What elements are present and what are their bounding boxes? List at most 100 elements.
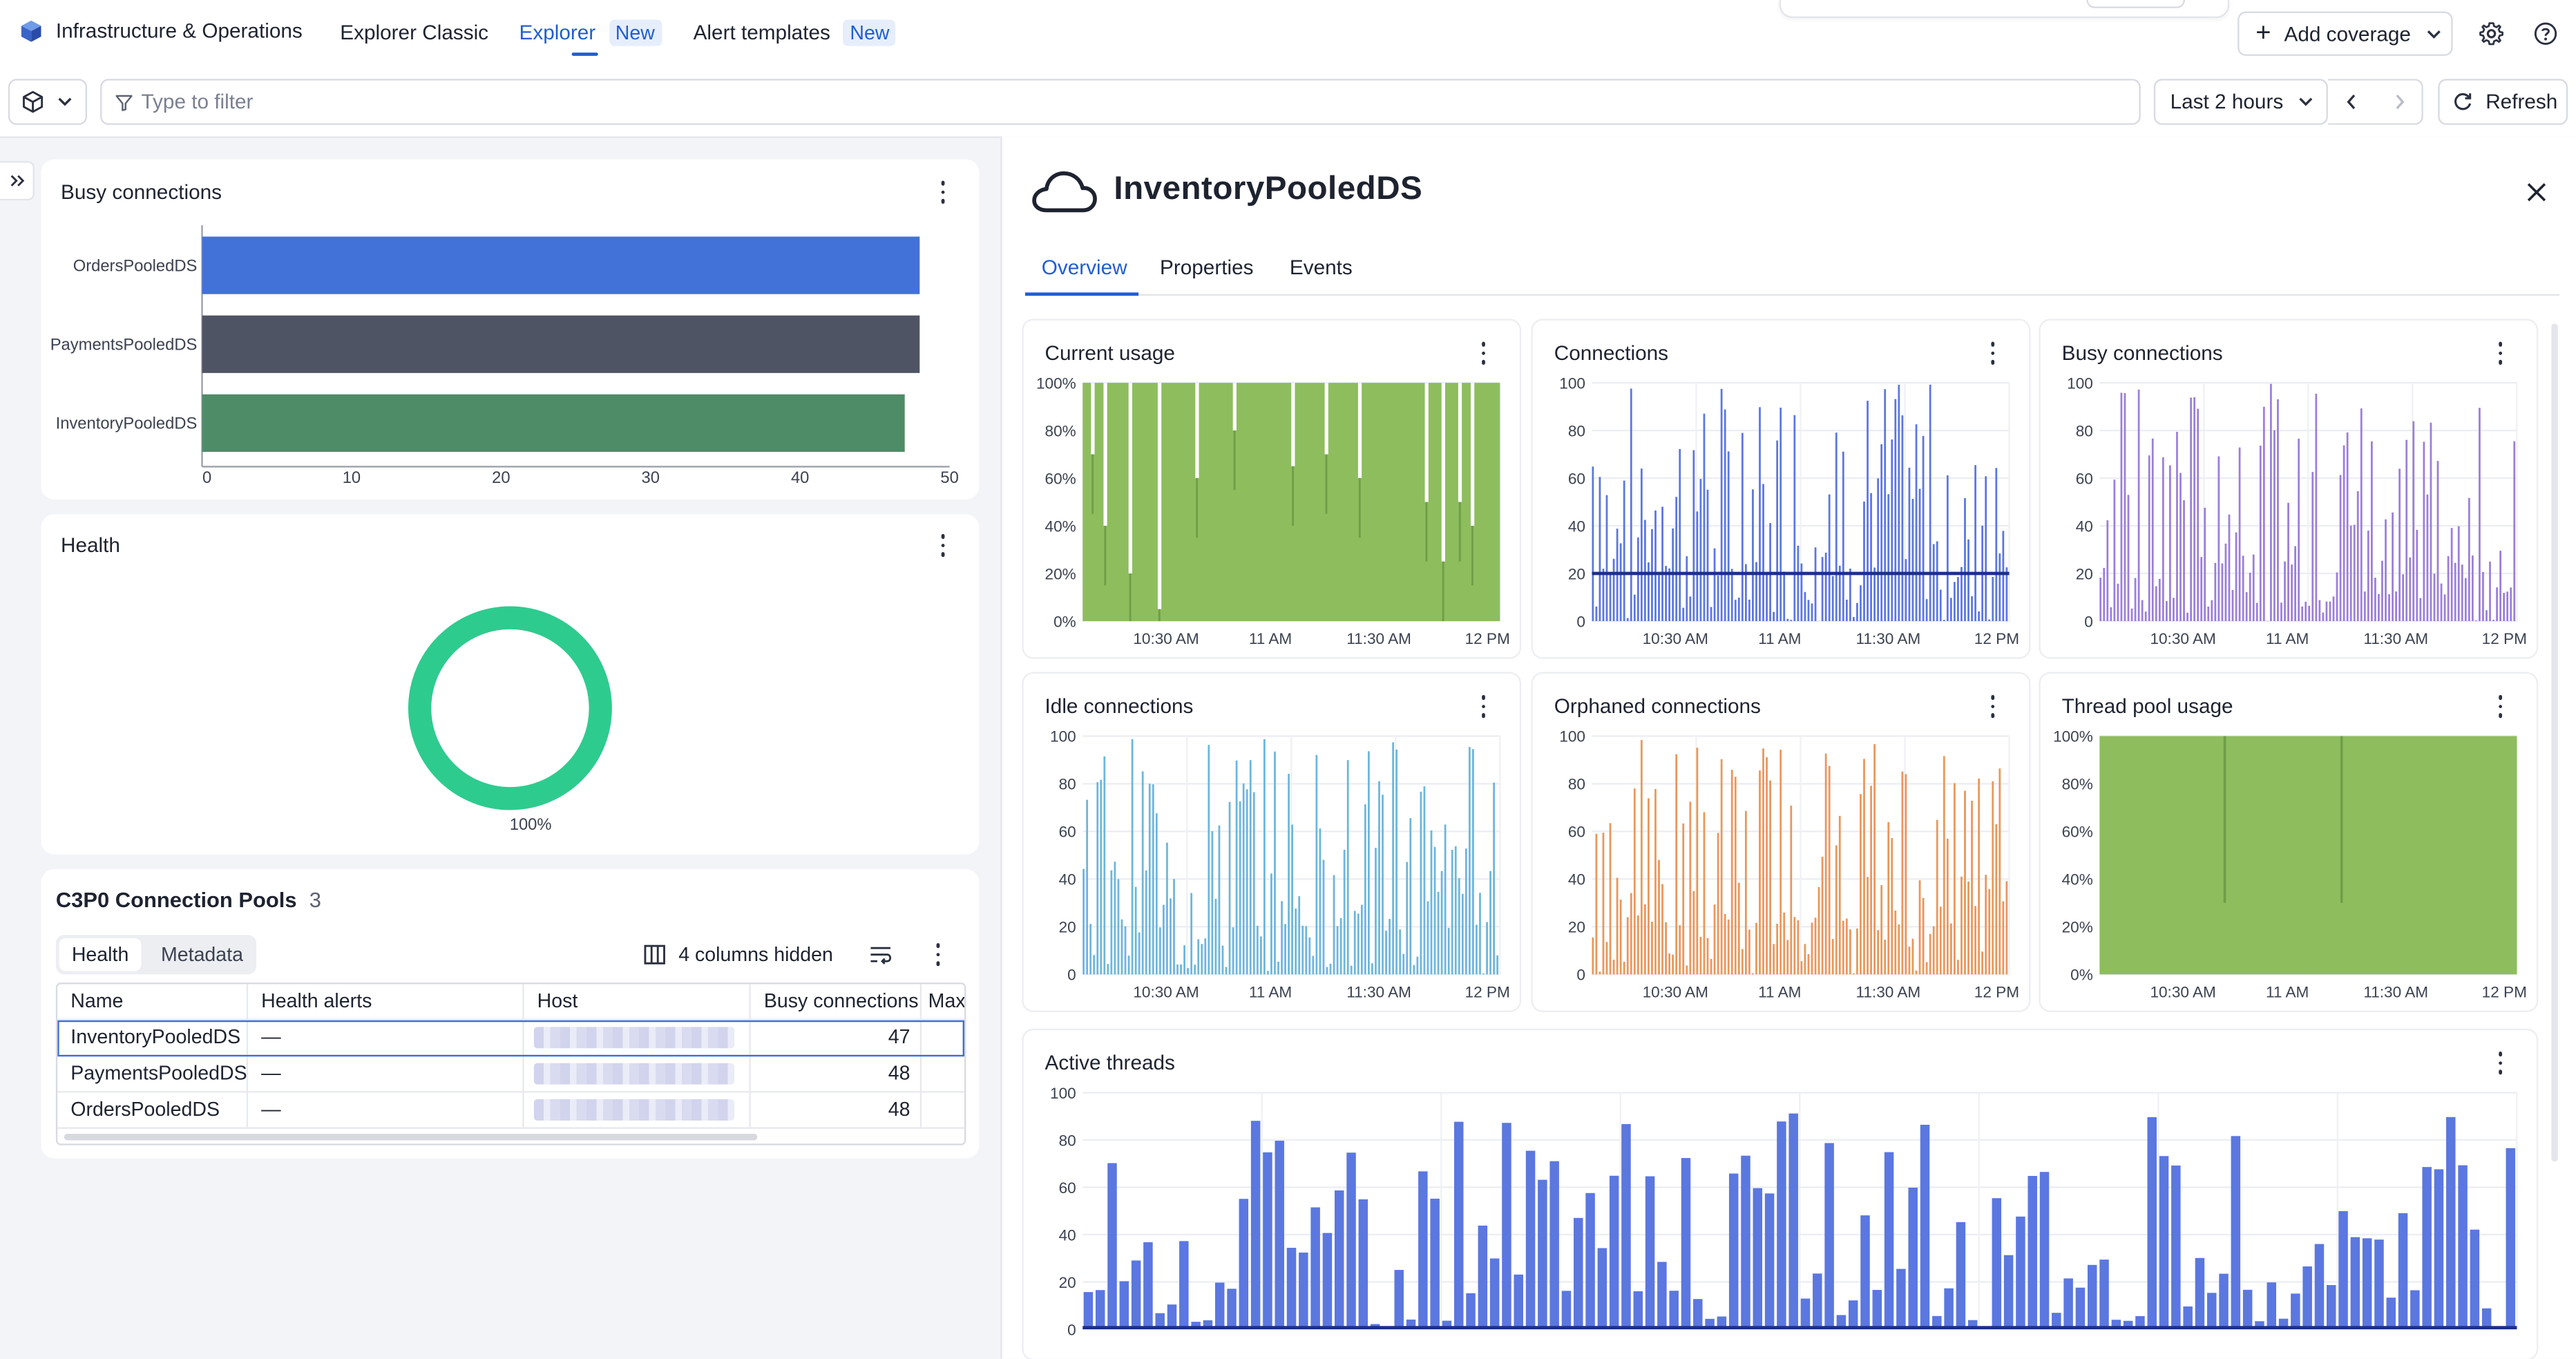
floating-panel-button[interactable] (2086, 0, 2185, 8)
table-header-row: Name Health alerts Host Busy connections… (57, 985, 964, 1020)
tab-properties[interactable]: Properties (1160, 256, 1254, 279)
help-icon[interactable] (2532, 20, 2558, 46)
bar-InventoryPooledDS[interactable] (202, 395, 905, 452)
usage-bar (1448, 928, 1450, 974)
columns-hidden-button[interactable]: 4 columns hidden (644, 943, 833, 966)
usage-bar (1748, 600, 1750, 621)
usage-bar (2214, 563, 2216, 621)
table-row[interactable]: PaymentsPooledDS — 48 (57, 1056, 964, 1092)
kebab-menu-icon[interactable] (928, 943, 948, 966)
wrap-text-icon[interactable] (869, 944, 892, 964)
add-coverage-button[interactable]: + Add coverage (2238, 12, 2453, 56)
usage-bar (1606, 495, 1608, 621)
tab-health[interactable]: Health (59, 938, 142, 971)
usage-bar (1776, 924, 1778, 974)
usage-bar (1759, 770, 1761, 974)
usage-bar (1700, 479, 1702, 621)
usage-bar (2229, 515, 2231, 621)
chevron-left-icon[interactable] (2346, 94, 2358, 111)
usage-bar (1596, 607, 1598, 621)
usage-bar (2246, 592, 2248, 621)
column-header-max[interactable]: Max (922, 985, 964, 1019)
app-name: Infrastructure & Operations (56, 20, 303, 43)
usage-bar (2193, 397, 2195, 621)
tab-metadata[interactable]: Metadata (151, 938, 253, 971)
usage-bar (2280, 602, 2282, 621)
table-row[interactable]: OrdersPooledDS — 48 (57, 1093, 964, 1129)
filter-input[interactable]: Type to filter (100, 79, 2141, 125)
usage-bar (1163, 905, 1165, 975)
usage-bar (2298, 439, 2300, 621)
column-header-health-alerts[interactable]: Health alerts (248, 985, 524, 1019)
active-threads-bar (2063, 1278, 2072, 1329)
tab-overview[interactable]: Overview (1042, 256, 1127, 279)
y-tick-label: 40 (1059, 871, 1076, 888)
usage-bar (1295, 909, 1297, 974)
active-threads-bar (1120, 1281, 1129, 1329)
column-header-busy-connections[interactable]: Busy connections (751, 985, 922, 1019)
tab-explorer-classic[interactable]: Explorer Classic (340, 21, 488, 44)
usage-bar (1086, 800, 1088, 975)
column-header-name[interactable]: Name (57, 985, 248, 1019)
pool-name[interactable]: InventoryPooledDS (57, 1020, 248, 1055)
bar-OrdersPooledDS[interactable] (202, 236, 920, 294)
expand-sidebar-button[interactable] (0, 161, 35, 200)
tab-events[interactable]: Events (1290, 256, 1353, 279)
active-threads-bar (2351, 1237, 2360, 1329)
usage-bar (1950, 924, 1952, 975)
close-icon[interactable] (2527, 182, 2547, 202)
usage-bar (1978, 779, 1980, 974)
usage-bar (1389, 919, 1391, 974)
usage-bar (2398, 468, 2401, 621)
app-title[interactable]: Infrastructure & Operations (20, 20, 303, 43)
usage-bar (2371, 441, 2373, 621)
usage-bar (1682, 608, 1684, 621)
host-cell-redacted (524, 1056, 751, 1091)
y-tick-label: 40% (1045, 517, 1076, 535)
active-threads-bar (1179, 1241, 1188, 1329)
refresh-button[interactable]: Refresh (2438, 79, 2568, 125)
usage-bar (1592, 938, 1594, 974)
y-tick-label: 0 (2084, 613, 2093, 630)
pool-name[interactable]: OrdersPooledDS (57, 1093, 248, 1128)
usage-bar (1891, 439, 1893, 621)
area-fill[interactable] (2099, 736, 2517, 974)
usage-bar (2173, 598, 2175, 621)
settings-gear-icon[interactable] (2477, 20, 2503, 46)
usage-bar (1371, 963, 1373, 974)
usage-bar (1469, 747, 1471, 974)
timeframe-label: Last 2 hours (2170, 91, 2284, 113)
pool-name[interactable]: PaymentsPooledDS (57, 1056, 248, 1091)
usage-bar (2176, 432, 2178, 621)
usage-bar (1232, 927, 1234, 974)
usage-bar (1326, 967, 1328, 975)
usage-bar (1742, 433, 1744, 621)
active-threads-bar (2302, 1266, 2311, 1329)
usage-bar (2419, 598, 2421, 621)
usage-bar (1835, 845, 1838, 974)
panel-scrollbar[interactable] (2551, 324, 2558, 1162)
usage-bar (1714, 904, 1716, 974)
usage-bar (2444, 594, 2446, 621)
usage-bar (1818, 887, 1820, 974)
usage-bar (1686, 556, 1688, 621)
health-donut-slice[interactable] (420, 618, 601, 799)
x-tick-label: 11 AM (2266, 984, 2309, 1001)
bar-PaymentsPooledDS[interactable] (202, 316, 920, 373)
entity-type-selector[interactable] (8, 79, 87, 125)
timeframe-selector[interactable]: Last 2 hours (2154, 79, 2328, 125)
usage-bar (2106, 520, 2108, 621)
usage-bar (1880, 885, 1882, 974)
usage-bar (2006, 881, 2008, 974)
usage-bar (1742, 949, 1744, 975)
usage-bar (1901, 415, 1903, 621)
chevron-right-icon[interactable] (2394, 94, 2405, 111)
table-row[interactable]: InventoryPooledDS — 47 (57, 1020, 964, 1056)
table-scrollbar-thumb[interactable] (64, 1134, 758, 1141)
column-header-host[interactable]: Host (524, 985, 751, 1019)
y-tick-label: 80% (2062, 776, 2093, 793)
usage-bar (1399, 929, 1401, 974)
